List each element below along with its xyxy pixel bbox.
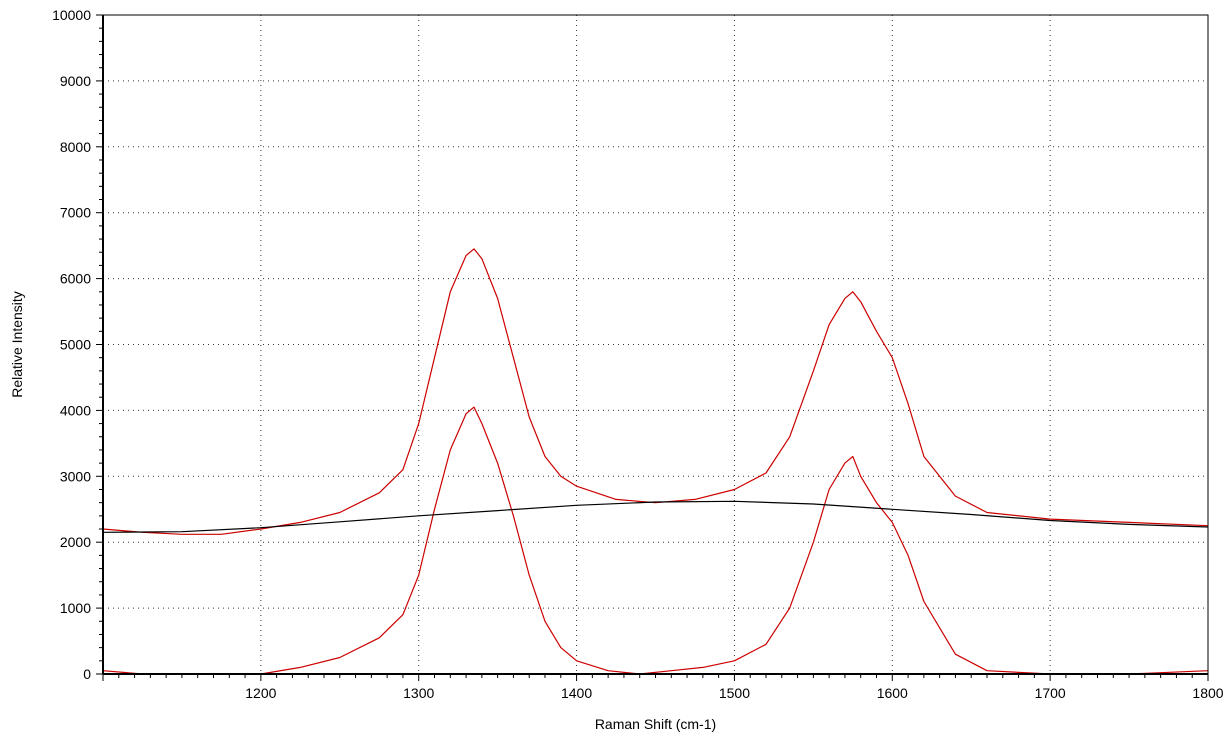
series-line-3: [102, 500, 1209, 533]
y-tick-label: 4000: [60, 402, 91, 418]
y-tick-label: 5000: [60, 337, 91, 353]
axes: [96, 14, 1209, 681]
x-tick-label: 1700: [1035, 685, 1066, 701]
y-tick-label: 0: [83, 666, 91, 682]
y-axis-title: Relative Intensity: [9, 291, 25, 398]
y-tick-label: 10000: [52, 7, 91, 23]
x-tick-label: 1400: [561, 685, 592, 701]
series-layer: [102, 248, 1209, 675]
tick-labels: 0 1000 2000 3000 4000 5000 6000 7000 8000 9000 100…: [52, 7, 1224, 701]
y-tick-label: 8000: [60, 139, 91, 155]
x-tick-label: 1500: [719, 685, 750, 701]
y-tick-label: 1000: [60, 600, 91, 616]
grid: [103, 15, 1208, 674]
x-tick-label: 1200: [245, 685, 276, 701]
y-tick-label: 7000: [60, 205, 91, 221]
series-line-1: [102, 248, 1209, 535]
series-line-2: [102, 406, 1209, 675]
x-axis-title: Raman Shift (cm-1): [595, 716, 716, 732]
y-tick-label: 3000: [60, 468, 91, 484]
y-tick-label: 2000: [60, 534, 91, 550]
x-tick-label: 1800: [1192, 685, 1223, 701]
x-tick-label: 1600: [877, 685, 908, 701]
y-tick-label: 6000: [60, 271, 91, 287]
y-tick-label: 9000: [60, 73, 91, 89]
x-tick-label: 1300: [403, 685, 434, 701]
